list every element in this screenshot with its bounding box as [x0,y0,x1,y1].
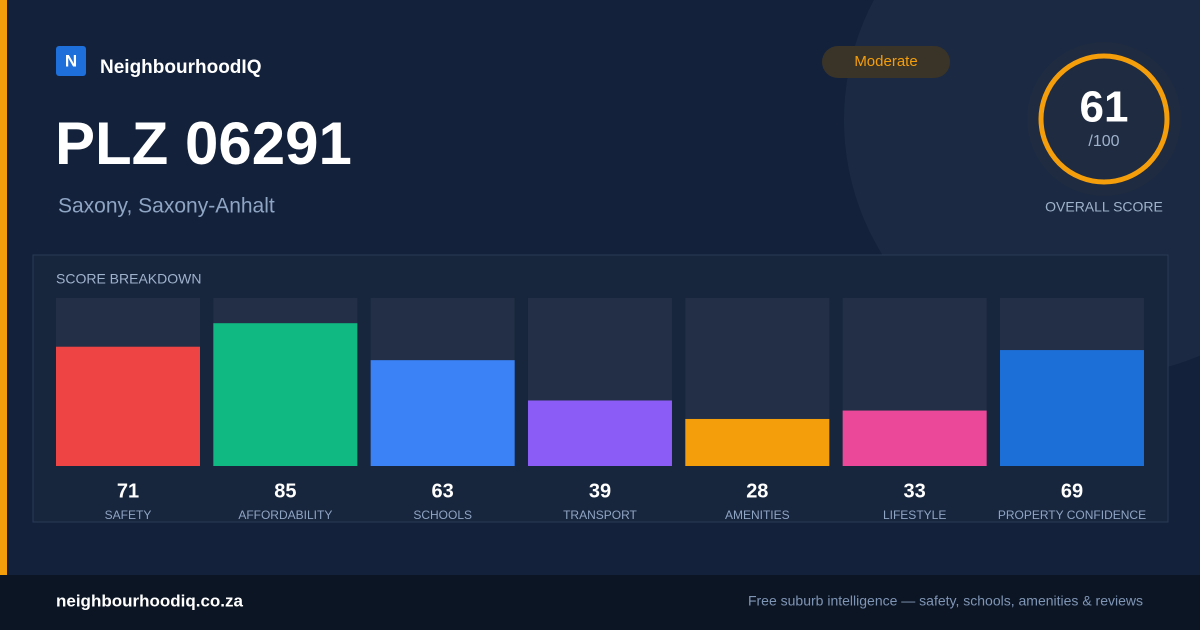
footer-tagline: Free suburb intelligence — safety, schoo… [748,593,1143,609]
category-label: AFFORDABILITY [238,508,332,522]
title: PLZ 06291 [55,110,352,177]
value-label: 39 [589,480,611,502]
category-label: SAFETY [105,508,152,522]
score-backdrop [1027,42,1181,196]
bar [370,360,515,466]
value-label: 33 [904,480,926,502]
category-label: TRANSPORT [563,508,637,522]
category-label: SCHOOLS [413,508,472,522]
logo-box [56,46,86,76]
value-label: 63 [432,480,454,502]
logo-letter: N [65,51,77,70]
bar [213,323,358,466]
chart-title: SCORE BREAKDOWN [56,271,201,287]
category-label: PROPERTY CONFIDENCE [998,508,1146,522]
footer-bar [0,575,1200,630]
bar [527,400,672,466]
accent-stripe [0,0,7,575]
bar [999,350,1144,466]
badge-text: Moderate [854,53,917,70]
bar [685,418,830,466]
value-label: 69 [1061,480,1083,502]
bar [56,346,200,466]
brand-name: NeighbourhoodIQ [100,57,261,78]
score-max: /100 [1088,133,1119,150]
category-label: LIFESTYLE [883,508,946,522]
subtitle: Saxony, Saxony-Anhalt [58,195,275,218]
score-label: OVERALL SCORE [1045,199,1163,215]
value-label: 71 [117,480,139,502]
bar [842,410,987,466]
badge [822,46,950,78]
footer-site: neighbourhoodiq.co.za [56,591,244,610]
score-ring [1038,53,1170,185]
bars: 71 SAFETY 85 AFFORDABILITY 63 SCHOOLS 39 TRANSP… [56,298,1146,522]
value-label: 28 [746,480,768,502]
value-label: 85 [274,480,296,502]
score-value: 61 [1080,83,1129,132]
category-label: AMENITIES [725,508,790,522]
